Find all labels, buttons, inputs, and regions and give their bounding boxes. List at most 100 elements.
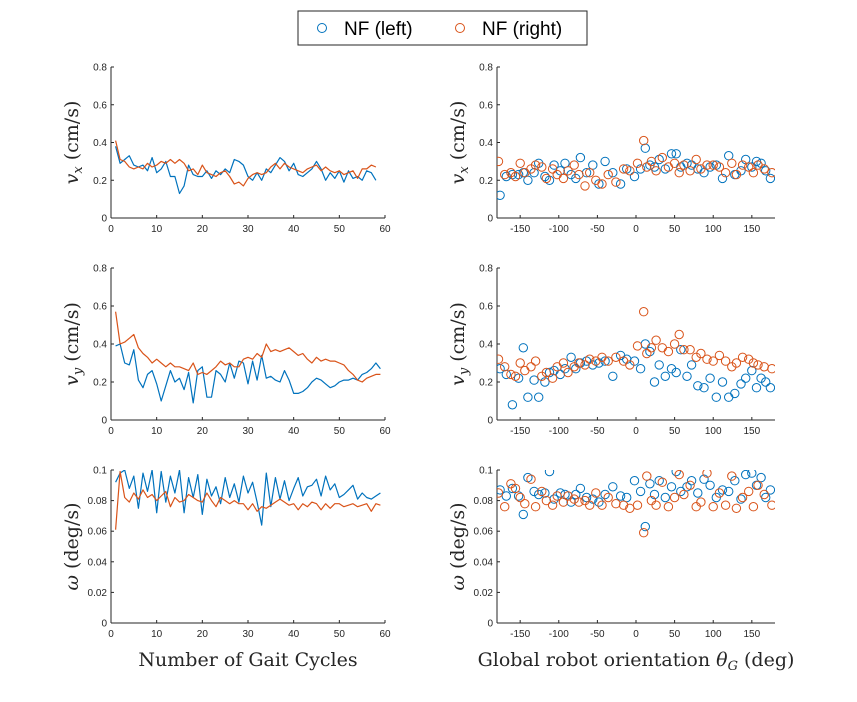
x-tick-label: 50 (334, 426, 346, 437)
series-line-right (115, 470, 381, 530)
data-point-right (674, 329, 684, 340)
data-point-right (702, 470, 712, 478)
y-axis-label-unit: (cm/s) (61, 302, 83, 368)
data-point-left (640, 339, 650, 349)
data-point-right (748, 502, 759, 512)
data-point-left (724, 486, 734, 497)
data-point-right (618, 500, 629, 510)
data-point-right (657, 152, 667, 163)
data-point-left (736, 379, 746, 389)
data-point-left (747, 162, 757, 172)
data-point-left (534, 489, 544, 500)
data-point-right (691, 502, 701, 512)
data-point-left (686, 160, 697, 170)
data-point-right (679, 160, 689, 170)
y-tick-label: 0 (487, 214, 493, 225)
y-axis-label-symbol: v (447, 375, 469, 386)
data-point-right (510, 171, 521, 182)
data-point-left (705, 480, 715, 490)
data-point-left (645, 479, 655, 489)
data-point-left (518, 343, 528, 353)
data-point-right (618, 164, 629, 174)
data-point-right (759, 489, 769, 500)
x-axis-label-subscript: G (728, 659, 738, 674)
data-point-left (747, 470, 757, 478)
data-layer (115, 311, 381, 404)
data-point-right (714, 488, 725, 498)
x-tick-label: 60 (379, 426, 391, 437)
data-point-right (574, 497, 584, 507)
y-axis-label-subscript: x (71, 166, 86, 174)
data-point-left (741, 470, 751, 480)
y-tick-label: 0.1 (479, 466, 493, 477)
series-line-left (115, 470, 381, 526)
x-tick-label: 100 (705, 426, 722, 437)
y-axis-label-unit: (cm/s) (61, 101, 83, 167)
data-point-right (708, 502, 718, 512)
data-point-left (671, 149, 681, 159)
x-tick-label: -150 (510, 224, 530, 235)
data-point-right (646, 156, 657, 167)
x-tick-label: 20 (197, 224, 209, 235)
data-point-right (642, 471, 652, 481)
data-point-right (500, 169, 510, 180)
y-tick-label: 0.04 (474, 557, 494, 568)
data-point-right (642, 162, 652, 172)
data-point-left (747, 365, 757, 376)
y-tick-label: 0.2 (93, 176, 107, 187)
data-point-left (608, 371, 618, 381)
data-point-right (515, 492, 525, 503)
legend-label-left: NF (left) (344, 19, 413, 40)
data-point-right (558, 358, 569, 368)
y-tick-label: 0.08 (474, 496, 494, 507)
data-point-right (708, 160, 718, 170)
legend-marker-right (455, 23, 465, 33)
data-point-right (702, 354, 712, 364)
data-point-right (625, 360, 635, 370)
data-point-right (526, 362, 536, 372)
data-point-right (727, 471, 737, 481)
data-point-right (748, 168, 759, 178)
data-point-right (500, 502, 510, 512)
data-point-left (534, 392, 544, 402)
data-point-right (497, 156, 504, 167)
data-point-left (741, 373, 751, 383)
data-point-right (530, 502, 541, 512)
data-point-right (574, 169, 584, 180)
data-point-right (720, 356, 731, 366)
x-axis-label-unit: (deg) (738, 649, 794, 671)
data-point-right (696, 348, 706, 359)
y-tick-label: 0.1 (93, 466, 107, 477)
data-point-right (767, 364, 775, 374)
x-tick-label: 150 (743, 629, 760, 640)
data-point-right (585, 500, 595, 510)
data-point-left (640, 143, 650, 153)
data-point-left (693, 381, 703, 391)
data-point-right (625, 166, 635, 176)
data-point-right (731, 503, 742, 513)
data-point-right (753, 360, 763, 370)
y-axis-label-unit: (cm/s) (447, 302, 469, 368)
data-point-right (679, 489, 689, 500)
x-tick-label: 30 (242, 629, 254, 640)
data-point-right (603, 492, 613, 503)
data-point-left (608, 168, 618, 178)
data-point-left (629, 171, 640, 182)
data-point-right (569, 160, 579, 170)
y-axis-label-symbol: v (61, 173, 83, 184)
series-line-left (115, 343, 381, 404)
subplot-r1c1: 0 0.2 0.4 0.6 0.8 0 10 20 30 40 50 60 vx (cm/s) (61, 63, 391, 236)
data-point-right (632, 158, 643, 169)
data-point-left (765, 383, 775, 393)
y-tick-label: 0.2 (479, 176, 493, 187)
data-point-right (669, 339, 680, 349)
data-layer (497, 470, 775, 538)
data-point-left (507, 483, 518, 494)
x-tick-label: 10 (151, 426, 163, 437)
data-point-left (676, 486, 686, 497)
data-point-left (600, 489, 610, 500)
data-point-right (547, 164, 558, 174)
x-tick-label: -150 (510, 426, 530, 437)
y-tick-label: 0.4 (479, 340, 493, 351)
